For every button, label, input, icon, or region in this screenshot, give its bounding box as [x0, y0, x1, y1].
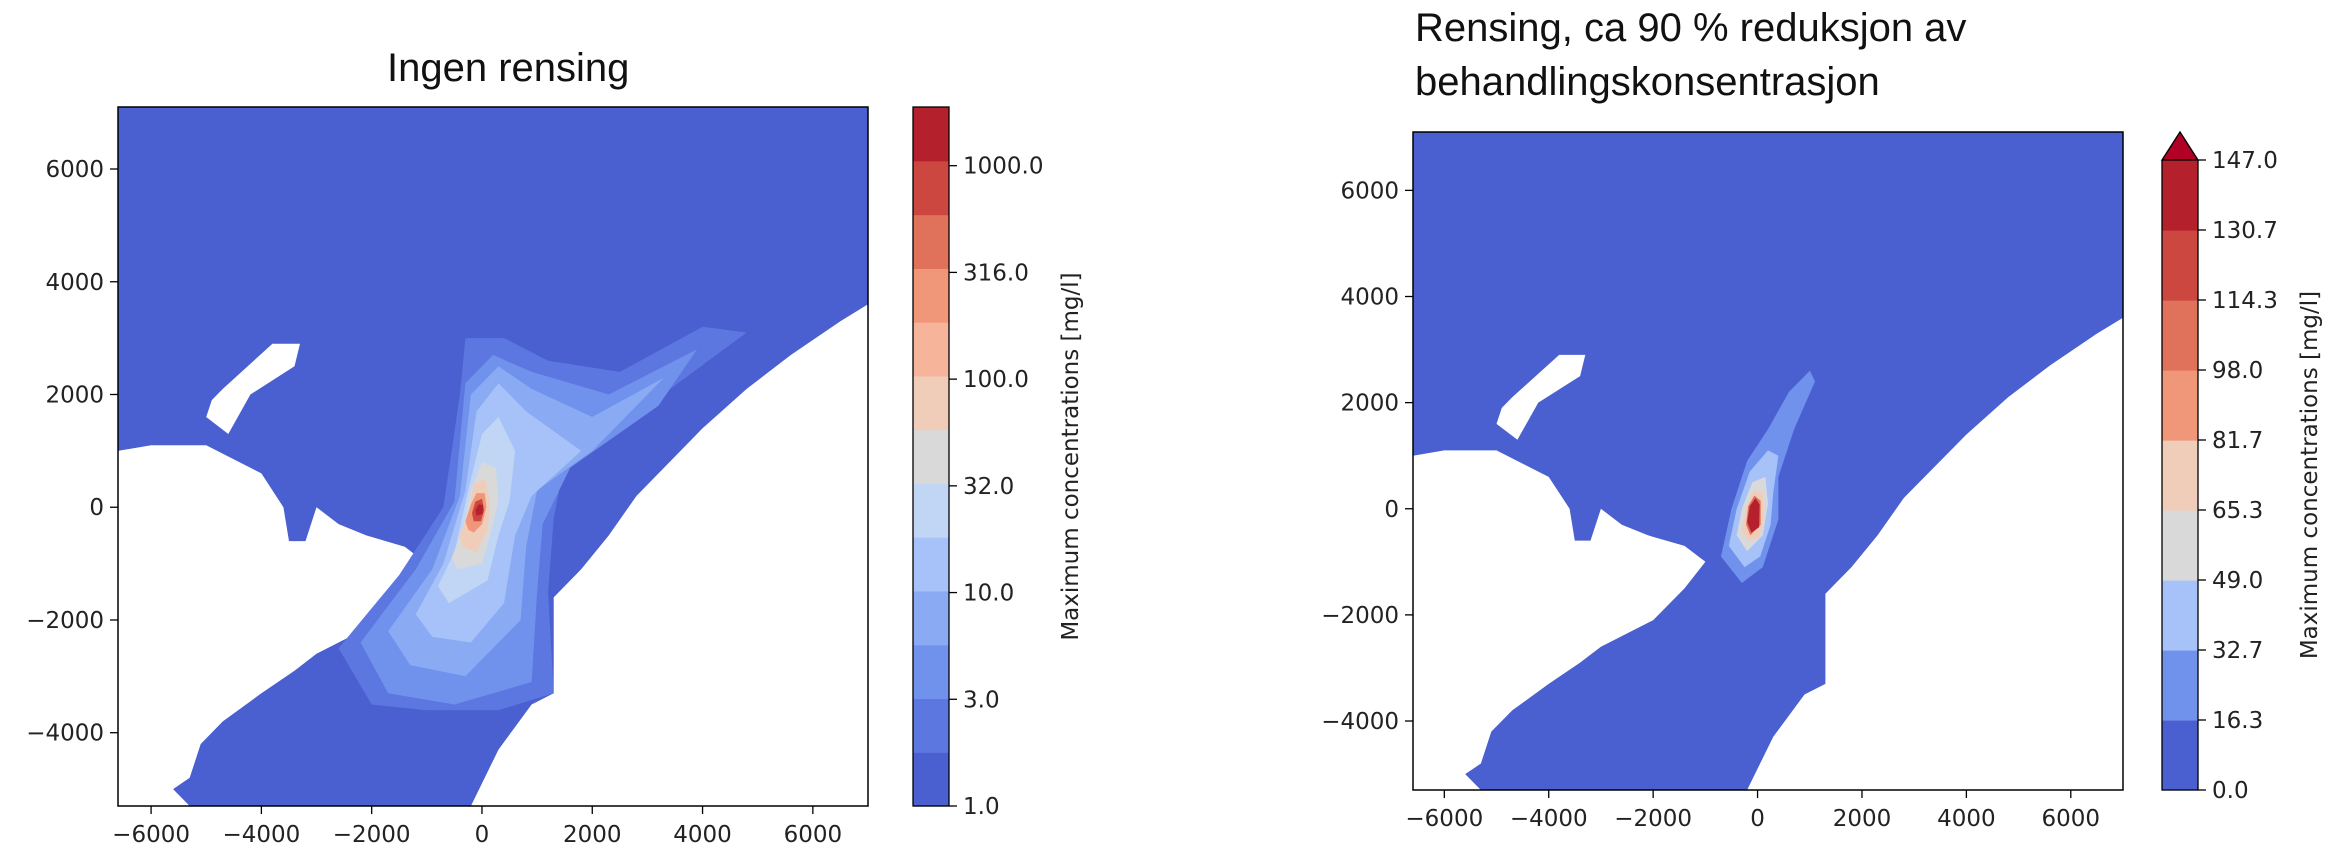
x-tick-label: −6000: [1405, 806, 1483, 832]
x-tick-label: 4000: [1937, 806, 1996, 832]
colorbar-tick-label: 65.3: [2212, 498, 2263, 524]
colorbar-band: [913, 483, 949, 538]
plot-area-1: −6000 −4000 −2000 0 2000 4000 6000 6000 4000 2000…: [26, 106, 869, 845]
x-tick-label: −6000: [112, 822, 190, 845]
colorbar-band: [913, 268, 949, 323]
y-tick-label: 0: [89, 495, 104, 521]
colorbar-tick-label: 316.0: [963, 260, 1029, 286]
y-tick-label: −2000: [26, 608, 104, 634]
x-tick-label: −4000: [222, 822, 300, 845]
colorbar-band: [913, 375, 949, 431]
x-tick-label: −2000: [1614, 806, 1692, 832]
y-tick-label: 2000: [1340, 391, 1399, 417]
colorbar-tick-label: 32.0: [963, 474, 1014, 500]
y-tick-label: −4000: [26, 721, 104, 747]
plot-frame: [117, 106, 869, 807]
colorbar-tick-label: 147.0: [2212, 148, 2278, 174]
colorbar-band: [2162, 160, 2198, 231]
x-tick-label: 2000: [563, 822, 622, 845]
colorbar-band: [913, 644, 949, 700]
colorbar-frame: [912, 106, 950, 807]
colorbar-2: 147.0 130.7 114.3 98.0 81.7 65.3 49.0 32.7 16.3 0…: [2160, 130, 2323, 804]
colorbar-tick-label: 114.3: [2212, 288, 2278, 314]
colorbar-tick-label: 16.3: [2212, 708, 2263, 734]
colorbar-1: 1000.0 316.0 100.0 32.0 10.0 3.0 1.0 Maximum co…: [912, 106, 1084, 820]
colorbar-band: [2162, 510, 2198, 581]
colorbar-band: [913, 590, 949, 646]
x-tick-label: 2000: [1833, 806, 1892, 832]
y-tick-label: 6000: [45, 157, 104, 183]
colorbar-band: [913, 537, 949, 592]
colorbar-extend-arrow: [2160, 130, 2200, 161]
y-tick-label: −4000: [1321, 709, 1399, 735]
x-tick-label: −4000: [1510, 806, 1588, 832]
colorbar-band: [2162, 440, 2198, 511]
colorbar-tick-label: 10.0: [963, 581, 1014, 607]
chart-title-left: Ingen rensing: [387, 46, 630, 90]
y-tick-label: −2000: [1321, 603, 1399, 629]
colorbar-band: [2162, 300, 2198, 371]
chart-title-right-line-2: behandlingskonsentrasjon: [1415, 60, 1880, 104]
colorbar-tick-label: 0.0: [2212, 778, 2249, 804]
colorbar-tick-label: 32.7: [2212, 638, 2263, 664]
colorbar-band: [2162, 720, 2198, 791]
colorbar-band: [2162, 230, 2198, 301]
colorbar-band: [913, 107, 949, 162]
colorbar-tick-label: 100.0: [963, 367, 1029, 393]
colorbar-tick-label: 1.0: [963, 794, 1000, 820]
plot-area-2: −6000 −4000 −2000 0 2000 4000 6000 6000 4000 2000…: [1321, 131, 2124, 832]
x-tick-label: 0: [1750, 806, 1765, 832]
chart-title-right-line-1: Rensing, ca 90 % reduksjon av: [1415, 6, 1967, 50]
y-tick-label: 4000: [45, 270, 104, 296]
colorbar-band: [913, 698, 949, 753]
colorbar-tick-label: 98.0: [2212, 358, 2263, 384]
colorbar-band: [2162, 650, 2198, 721]
colorbar-label: Maximum concentrations [mg/l]: [2297, 291, 2323, 659]
colorbar-tick-label: 1000.0: [963, 154, 1043, 180]
x-tick-label: −2000: [333, 822, 411, 845]
colorbar-band: [2162, 370, 2198, 441]
colorbar-tick-label: 3.0: [963, 687, 1000, 713]
y-tick-label: 0: [1384, 497, 1399, 523]
x-tick-label: 6000: [784, 822, 843, 845]
x-tick-label: 6000: [2042, 806, 2101, 832]
colorbar-band: [913, 752, 949, 807]
colorbar-tick-label: 49.0: [2212, 568, 2263, 594]
colorbar-tick-label: 130.7: [2212, 218, 2278, 244]
y-tick-label: 2000: [45, 382, 104, 408]
y-tick-label: 6000: [1340, 178, 1399, 204]
colorbar-band: [913, 214, 949, 269]
y-tick-label: 4000: [1340, 285, 1399, 311]
colorbar-label: Maximum concentrations [mg/l]: [1058, 272, 1084, 640]
plot-frame: [1412, 131, 2124, 791]
plume-level-6: [1747, 498, 1760, 533]
colorbar-band: [913, 322, 949, 377]
x-tick-label: 0: [475, 822, 490, 845]
colorbar-band: [913, 429, 949, 484]
colorbar-frame: [2161, 160, 2199, 791]
island: [1496, 354, 1586, 440]
x-tick-label: 4000: [673, 822, 732, 845]
colorbar-band: [913, 160, 949, 216]
colorbar-band: [2162, 580, 2198, 651]
plume-level-10: [475, 504, 484, 516]
island: [206, 343, 300, 434]
colorbar-tick-label: 81.7: [2212, 428, 2263, 454]
